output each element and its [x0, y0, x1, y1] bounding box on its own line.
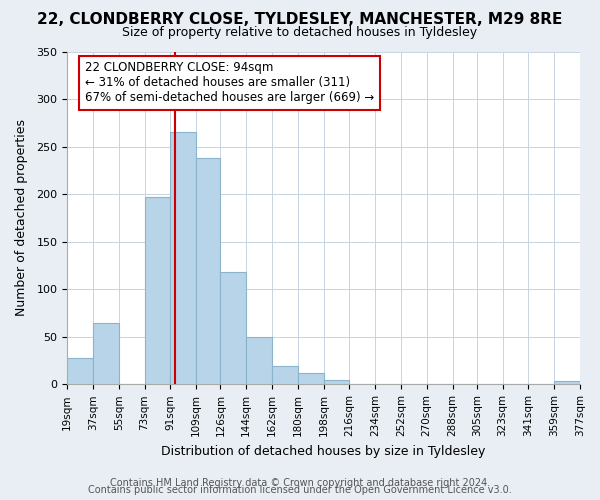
X-axis label: Distribution of detached houses by size in Tyldesley: Distribution of detached houses by size …	[161, 444, 486, 458]
Bar	[246, 337, 272, 384]
Text: Size of property relative to detached houses in Tyldesley: Size of property relative to detached ho…	[122, 26, 478, 39]
Text: Contains HM Land Registry data © Crown copyright and database right 2024.: Contains HM Land Registry data © Crown c…	[110, 478, 490, 488]
Bar	[67, 358, 93, 384]
Text: 22, CLONDBERRY CLOSE, TYLDESLEY, MANCHESTER, M29 8RE: 22, CLONDBERRY CLOSE, TYLDESLEY, MANCHES…	[37, 12, 563, 28]
Text: 22 CLONDBERRY CLOSE: 94sqm
← 31% of detached houses are smaller (311)
67% of sem: 22 CLONDBERRY CLOSE: 94sqm ← 31% of deta…	[85, 62, 374, 104]
Bar	[298, 373, 323, 384]
Bar	[554, 380, 580, 384]
Text: Contains public sector information licensed under the Open Government Licence v3: Contains public sector information licen…	[88, 485, 512, 495]
Bar	[145, 197, 170, 384]
Y-axis label: Number of detached properties: Number of detached properties	[15, 120, 28, 316]
Bar	[220, 272, 246, 384]
Bar	[272, 366, 298, 384]
Bar	[93, 322, 119, 384]
Bar	[323, 380, 349, 384]
Bar	[196, 158, 220, 384]
Bar	[170, 132, 196, 384]
